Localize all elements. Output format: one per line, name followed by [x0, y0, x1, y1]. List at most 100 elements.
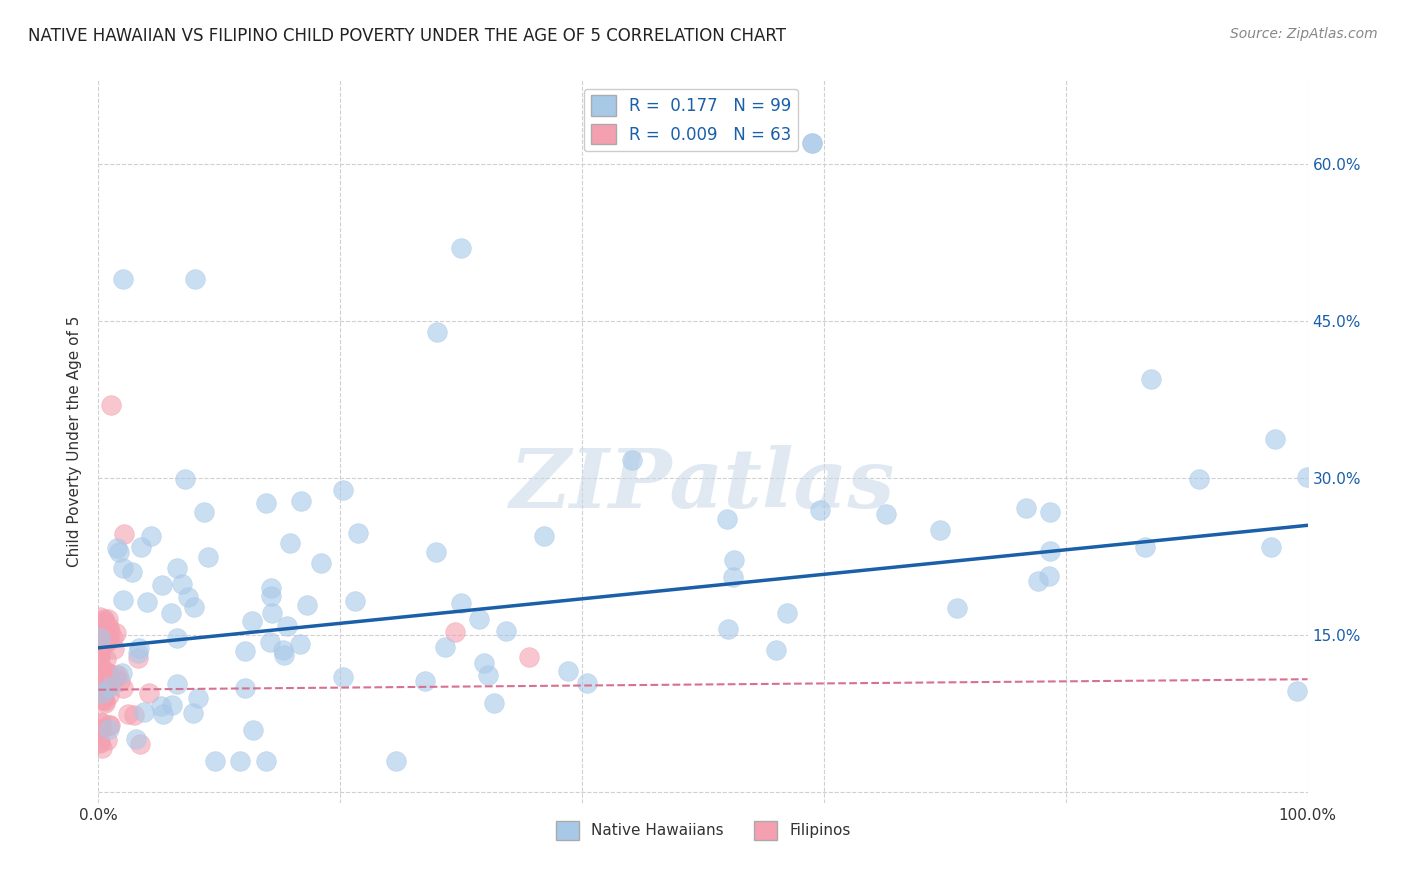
Point: [276, 619, 298, 633]
Point: [89, 643, 111, 657]
Point: [160, 607, 183, 621]
Point: [114, 527, 136, 541]
Point: [166, 561, 188, 575]
Point: [166, 677, 188, 691]
Point: [93, 636, 115, 650]
Point: [104, 667, 127, 681]
Point: [517, 649, 540, 664]
Point: [121, 565, 143, 579]
Point: [94, 671, 117, 685]
Point: [575, 676, 598, 690]
Point: [149, 699, 172, 714]
Point: [273, 648, 295, 663]
Point: [533, 529, 555, 543]
Point: [1135, 541, 1157, 555]
Point: [229, 754, 252, 768]
Point: [105, 626, 128, 640]
Point: [1039, 544, 1062, 558]
Point: [173, 472, 195, 486]
Point: [90, 715, 112, 730]
Point: [723, 553, 745, 567]
Point: [97, 612, 120, 626]
Point: [129, 737, 152, 751]
Point: [97, 632, 120, 647]
Point: [93, 612, 115, 626]
Point: [94, 619, 117, 633]
Point: [132, 705, 155, 719]
Point: [111, 681, 134, 695]
Point: [97, 665, 120, 680]
Point: [94, 682, 117, 697]
Point: [127, 650, 149, 665]
Point: [111, 272, 134, 286]
Point: [426, 325, 449, 339]
Point: [1286, 684, 1309, 698]
Point: [347, 526, 370, 541]
Point: [484, 696, 506, 710]
Point: [721, 570, 744, 584]
Point: [385, 754, 408, 768]
Point: [1264, 432, 1286, 446]
Point: [240, 614, 263, 628]
Point: [160, 698, 183, 713]
Point: [197, 550, 219, 565]
Point: [332, 670, 354, 684]
Point: [89, 651, 111, 665]
Point: [91, 692, 114, 706]
Point: [89, 631, 111, 645]
Point: [1296, 470, 1319, 484]
Point: [945, 601, 967, 615]
Point: [800, 136, 823, 150]
Point: [1188, 472, 1211, 486]
Point: [98, 624, 121, 639]
Point: [278, 536, 301, 550]
Point: [90, 740, 112, 755]
Point: [94, 696, 117, 710]
Point: [93, 614, 115, 628]
Point: [450, 596, 472, 610]
Point: [233, 644, 256, 658]
Point: [100, 398, 122, 412]
Point: [89, 630, 111, 644]
Point: [93, 615, 115, 629]
Point: [96, 620, 118, 634]
Point: [112, 560, 135, 574]
Point: [107, 667, 129, 681]
Point: [89, 736, 111, 750]
Point: [557, 664, 579, 678]
Point: [716, 512, 738, 526]
Point: [91, 685, 114, 699]
Point: [254, 754, 277, 768]
Point: [184, 272, 207, 286]
Point: [166, 631, 188, 645]
Point: [94, 625, 117, 640]
Legend: Native Hawaiians, Filipinos: Native Hawaiians, Filipinos: [550, 815, 856, 846]
Point: [96, 666, 118, 681]
Point: [93, 693, 115, 707]
Point: [775, 607, 797, 621]
Point: [97, 688, 120, 702]
Point: [107, 544, 129, 558]
Point: [117, 706, 139, 721]
Point: [98, 620, 121, 634]
Point: [131, 540, 153, 554]
Point: [620, 453, 643, 467]
Point: [1039, 505, 1062, 519]
Point: [103, 632, 125, 646]
Point: [91, 670, 114, 684]
Point: [96, 732, 118, 747]
Point: [1140, 372, 1163, 386]
Point: [94, 679, 117, 693]
Text: ZIPatlas: ZIPatlas: [510, 445, 896, 524]
Point: [477, 667, 499, 681]
Point: [1260, 540, 1282, 554]
Point: [90, 715, 112, 730]
Point: [1038, 568, 1060, 582]
Point: [183, 600, 205, 615]
Point: [97, 717, 120, 731]
Point: [150, 578, 173, 592]
Point: [127, 646, 149, 660]
Point: [875, 507, 897, 521]
Point: [929, 523, 952, 537]
Point: [1026, 574, 1049, 588]
